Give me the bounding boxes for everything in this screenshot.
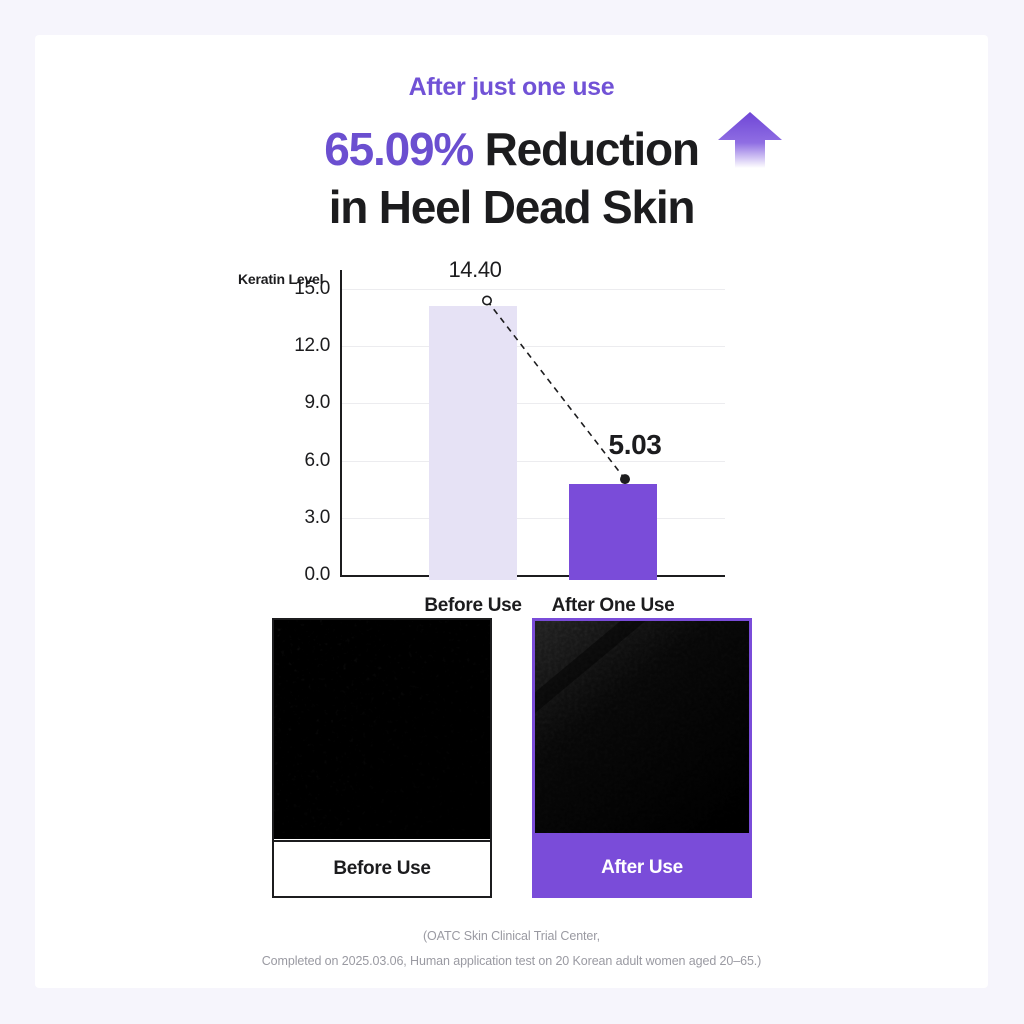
y-axis-title: Keratin Level [238,271,324,287]
y-axis-tick-label: 0.0 [304,564,330,585]
x-axis-label-after-one-use: After One Use [551,595,675,616]
gridline [342,403,725,405]
footnote-line-1: (OATC Skin Clinical Trial Center, [422,929,601,943]
gridline [342,460,725,462]
trend-connector [482,295,630,485]
bar-before-use [429,305,517,580]
panel-after-caption: After Use [535,841,749,895]
comparison-panels: Before Use [272,618,752,898]
gridline [342,346,725,348]
connector-start-marker [482,295,493,306]
skin-microscope-before-image [274,620,490,839]
x-axis-line [340,575,725,577]
bar-value-label: 5.03 [608,429,662,461]
headline-line-2: in Heel Dead Skin [328,181,696,233]
footnote: (OATC Skin Clinical Trial Center, Comple… [35,924,988,974]
bar-value-label: 14.40 [448,256,502,282]
skin-microscope-after-image [535,621,749,833]
y-axis-tick-label: 15.0 [294,278,330,300]
up-arrow-icon [718,112,782,168]
x-axis-label-before-use: Before Use [424,595,522,616]
keratin-bar-chart: Keratin Level 0.0 3.0 6.0 9.0 12.0 15.0 14.40… [35,35,988,988]
panel-before-use: Before Use [272,618,492,898]
chart-plot-area: 0.0 3.0 6.0 9.0 12.0 15.0 14.40 5.03 [294,257,725,585]
bar-after-one-use [569,484,657,580]
page-title: 65.09% Reduction in Heel Dead Skin [35,120,988,236]
y-axis-line [340,270,342,577]
eyebrow-text: After just one use [408,73,615,101]
panel-after-use: After Use [532,618,752,898]
y-axis-tick-label: 12.0 [294,335,330,357]
y-axis-tick-label: 3.0 [304,506,330,528]
gridline [342,289,725,291]
panel-before-caption: Before Use [274,840,490,896]
y-axis-tick-label: 6.0 [304,449,330,471]
headline-line-1: 65.09% Reduction [35,120,988,178]
reduction-percent: 65.09% [324,123,474,175]
headline-reduction-word: Reduction [473,123,700,175]
infographic-card: After just one use 65.09% Reduction in H… [35,35,988,988]
y-axis-tick-label: 9.0 [304,392,330,414]
connector-end-marker [620,474,630,485]
footnote-line-2: Completed on 2025.03.06, Human applicati… [261,954,762,968]
gridline [342,517,725,519]
